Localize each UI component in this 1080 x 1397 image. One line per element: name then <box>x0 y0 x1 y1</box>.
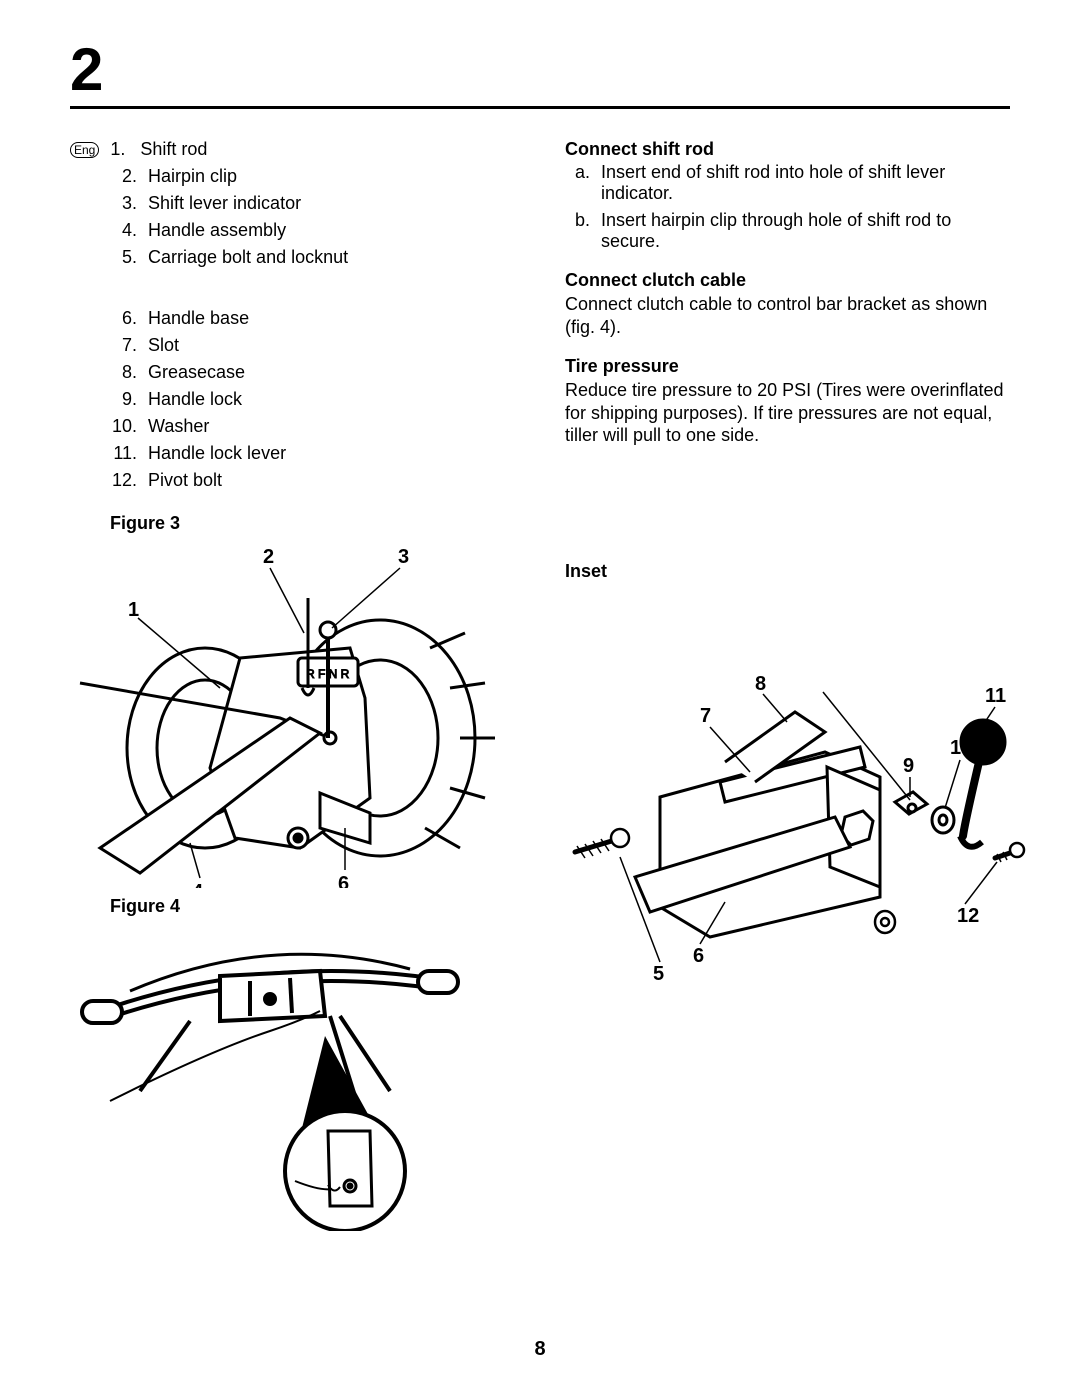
figure3-illustration: R F N R <box>70 538 515 888</box>
part-9: Handle lock <box>142 389 515 410</box>
figure4-label: Figure 4 <box>110 896 515 917</box>
tire-pressure-title: Tire pressure <box>565 356 1010 377</box>
connect-shift-rod-title: Connect shift rod <box>565 139 1010 160</box>
language-badge: Eng <box>70 142 99 158</box>
inset-callout-10: 10 <box>950 737 972 759</box>
shift-rod-step-b: Insert hairpin clip through hole of shif… <box>595 210 1010 252</box>
left-column: Eng 1. Shift rod Hairpin clip Shift leve… <box>70 139 515 1231</box>
part-4: Handle assembly <box>142 220 515 241</box>
part-2: Hairpin clip <box>142 166 515 187</box>
fig3-callout-2: 2 <box>263 546 274 568</box>
inset-callout-12: 12 <box>957 905 979 927</box>
figure4-illustration <box>70 921 515 1231</box>
inset-callout-9: 9 <box>903 755 914 777</box>
part-8: Greasecase <box>142 362 515 383</box>
fig3-callout-4: 4 <box>192 881 204 888</box>
fig3-callout-6: 6 <box>338 873 349 888</box>
page-number: 8 <box>0 1338 1080 1361</box>
tire-pressure-text: Reduce tire pressure to 20 PSI (Tires we… <box>565 379 1010 447</box>
inset-callout-6: 6 <box>693 945 704 967</box>
part-7: Slot <box>142 335 515 356</box>
inset-callout-5: 5 <box>653 963 664 982</box>
inset-callout-8: 8 <box>755 673 766 695</box>
inset-label: Inset <box>565 561 1010 582</box>
shift-rod-step-a: Insert end of shift rod into hole of shi… <box>595 162 1010 204</box>
section-number: 2 <box>70 40 1010 100</box>
connect-clutch-title: Connect clutch cable <box>565 270 1010 291</box>
inset-callout-7: 7 <box>700 705 711 727</box>
inset-illustration: 5 6 7 8 9 10 11 12 <box>565 622 1010 982</box>
part-11: Handle lock lever <box>142 443 515 464</box>
figure3-label: Figure 3 <box>110 513 515 534</box>
part-1: 1. Shift rod <box>110 139 207 159</box>
part-5: Carriage bolt and locknut <box>142 247 515 268</box>
connect-clutch-text: Connect clutch cable to control bar brac… <box>565 293 1010 338</box>
part-12: Pivot bolt <box>142 470 515 491</box>
top-rule <box>70 106 1010 109</box>
fig3-callout-3: 3 <box>398 546 409 568</box>
part-3: Shift lever indicator <box>142 193 515 214</box>
part-10: Washer <box>142 416 515 437</box>
fig3-callout-1: 1 <box>128 599 139 621</box>
inset-callout-11: 11 <box>985 685 1006 707</box>
part-6: Handle base <box>142 308 515 329</box>
right-column: Connect shift rod Insert end of shift ro… <box>565 139 1010 1231</box>
